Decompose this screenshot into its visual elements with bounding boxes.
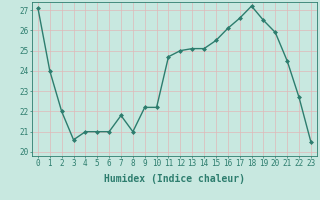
X-axis label: Humidex (Indice chaleur): Humidex (Indice chaleur) — [104, 174, 245, 184]
